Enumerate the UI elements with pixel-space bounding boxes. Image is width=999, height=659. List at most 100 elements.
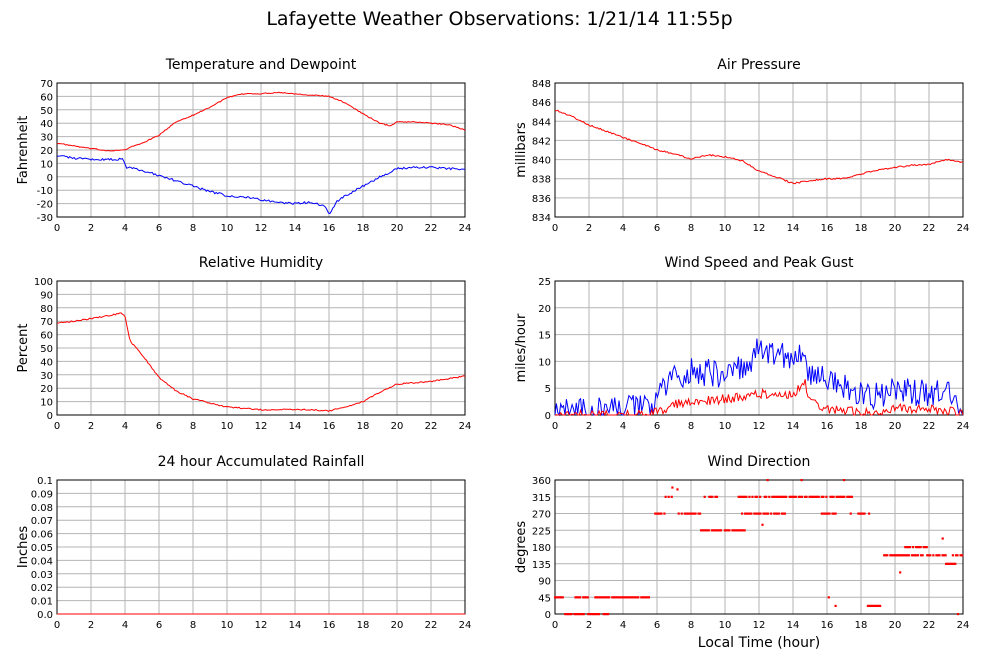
x-tick-label: 22 (425, 421, 438, 432)
y-tick-label: 90 (538, 577, 551, 588)
x-tick-label: 24 (459, 620, 472, 631)
y-tick-label: 0.1 (37, 476, 53, 487)
scatter-point (711, 495, 714, 498)
scatter-point (694, 512, 697, 515)
scatter-point (907, 554, 910, 557)
scatter-point (660, 512, 663, 515)
scatter-point (782, 512, 785, 515)
scatter-point (850, 495, 854, 498)
scatter-point (780, 495, 783, 498)
scatter-point (783, 495, 786, 498)
x-tick-label: 20 (889, 223, 902, 234)
scatter-point (906, 554, 909, 557)
y-tick-label: 842 (532, 136, 551, 147)
scatter-point (558, 596, 561, 599)
x-tick-label: 20 (391, 620, 404, 631)
scatter-point (800, 495, 804, 498)
scatter-point (916, 546, 919, 549)
scatter-point (579, 613, 582, 616)
scatter-point (715, 495, 719, 498)
scatter-point (788, 495, 791, 498)
scatter-point (892, 554, 895, 557)
scatter-point (602, 613, 605, 616)
scatter-point (748, 495, 751, 498)
x-tick-label: 16 (821, 223, 834, 234)
plot-frame (56, 280, 466, 416)
x-axis-label: Local Time (hour) (698, 635, 820, 651)
y-tick-label: 5 (545, 384, 551, 395)
y-tick-label: 10 (40, 398, 53, 409)
scatter-point (750, 512, 753, 515)
scatter-point (827, 596, 830, 599)
y-tick-label: 0.03 (31, 570, 53, 581)
scatter-point (932, 554, 935, 557)
scatter-point (756, 512, 759, 515)
y-axis-label: miles/hour (514, 313, 529, 382)
scatter-point (916, 554, 920, 557)
scatter-point (895, 554, 898, 557)
scatter-point (605, 596, 608, 599)
scatter-point (582, 613, 585, 616)
x-tick-label: 2 (88, 223, 94, 234)
scatter-point (832, 512, 836, 515)
scatter-point (564, 613, 567, 616)
scatter-point (823, 512, 826, 515)
scatter-point (585, 596, 588, 599)
scatter-point (874, 604, 877, 608)
scatter-point (794, 495, 797, 498)
x-tick-label: 4 (122, 421, 128, 432)
scatter-point (632, 596, 635, 599)
y-tick-label: 30 (40, 133, 53, 144)
scatter-point (596, 613, 599, 616)
scatter-point (691, 512, 694, 515)
scatter-point (597, 596, 600, 599)
y-tick-label: 840 (532, 156, 551, 167)
scatter-point (621, 596, 625, 599)
scatter-point (886, 554, 889, 557)
y-tick-label: 50 (40, 106, 53, 117)
scatter-point (759, 512, 762, 515)
x-tick-label: 16 (821, 620, 834, 631)
scatter-point (591, 613, 594, 616)
scatter-point (825, 495, 828, 498)
scatter-point (594, 613, 597, 616)
series-line (554, 379, 964, 417)
scatter-point (708, 495, 711, 498)
scatter-point (703, 495, 706, 498)
x-tick-label: 14 (787, 421, 800, 432)
scatter-point (738, 529, 742, 532)
scatter-point (778, 495, 782, 498)
scatter-point (767, 512, 770, 515)
scatter-point (603, 596, 606, 599)
scatter-point (640, 596, 643, 599)
x-tick-label: 4 (620, 421, 626, 432)
scatter-point (697, 512, 700, 515)
scatter-point (748, 512, 751, 515)
scatter-point (745, 512, 748, 515)
x-tick-label: 10 (221, 421, 234, 432)
scatter-point (822, 495, 825, 498)
x-tick-label: 0 (54, 223, 60, 234)
scatter-point (959, 554, 962, 557)
scatter-point (813, 495, 816, 498)
scatter-point (899, 571, 902, 574)
x-tick-label: 12 (255, 421, 268, 432)
plot-frame (554, 82, 964, 218)
scatter-point (685, 512, 688, 515)
scatter-point (768, 495, 771, 498)
y-tick-label: 90 (40, 290, 53, 301)
x-tick-label: 8 (688, 223, 694, 234)
y-axis-label: Fahrenheit (16, 116, 31, 185)
scatter-point (704, 529, 707, 532)
x-tick-label: 8 (190, 223, 196, 234)
y-tick-label: 844 (532, 117, 551, 128)
x-tick-label: 24 (459, 421, 472, 432)
x-tick-label: 6 (156, 421, 162, 432)
y-tick-label: 25 (538, 277, 551, 288)
scatter-point (740, 495, 743, 498)
x-tick-label: 14 (289, 223, 302, 234)
scatter-point (576, 613, 579, 616)
y-tick-label: 0 (545, 610, 551, 621)
y-tick-label: 60 (40, 331, 53, 342)
y-tick-label: 846 (532, 98, 551, 109)
